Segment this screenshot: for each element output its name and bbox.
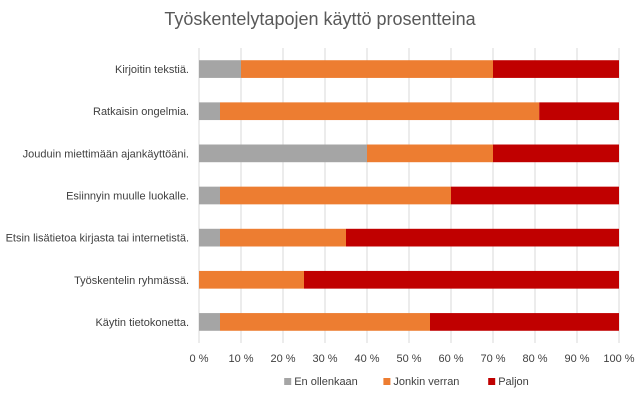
bar-segment <box>199 270 304 289</box>
x-tick-label: 70 % <box>480 353 505 365</box>
legend-label: Paljon <box>498 376 529 388</box>
category-label: Käytin tietokonetta. <box>95 317 189 329</box>
x-tick-label: 100 % <box>603 353 634 365</box>
bar-segment <box>493 60 619 78</box>
x-tick-label: 30 % <box>312 353 337 365</box>
bar-segment <box>220 186 451 205</box>
bar-segment <box>304 270 619 289</box>
bar-segment <box>493 144 619 163</box>
x-tick-label: 50 % <box>396 353 421 365</box>
bar-segment <box>199 313 220 331</box>
bar-segment <box>220 102 540 121</box>
bar-segment <box>199 144 367 163</box>
bar-segment <box>199 228 220 247</box>
x-tick-label: 10 % <box>228 353 253 365</box>
chart-title: Työskentelytapojen käyttö prosentteina <box>164 9 476 29</box>
category-label: Ratkaisin ongelmia. <box>93 106 189 118</box>
legend: En ollenkaan Jonkin verran Paljon <box>284 376 529 388</box>
x-tick-label: 20 % <box>270 353 295 365</box>
bar-segment <box>346 228 619 247</box>
category-label: Jouduin miettimään ajankäyttöäni. <box>23 148 189 160</box>
x-tick-label: 90 % <box>564 353 589 365</box>
category-label: Kirjoitin tekstiä. <box>115 64 189 76</box>
bar-segment <box>199 102 220 121</box>
category-label: Työskentelin ryhmässä. <box>74 275 189 287</box>
x-axis-ticks: 0 % 10 % 20 % 30 % 40 % 50 % 60 % 70 % 80 % 90 % 1… <box>190 353 635 365</box>
legend-swatch <box>284 378 292 385</box>
bar-segment <box>220 228 346 247</box>
category-label: Esiinnyin muulle luokalle. <box>66 191 189 203</box>
bar-segment <box>241 60 493 78</box>
legend-swatch <box>488 378 496 385</box>
bar-segment <box>451 186 619 205</box>
x-tick-label: 40 % <box>354 353 379 365</box>
legend-swatch <box>383 378 391 385</box>
bar-segment <box>367 144 493 163</box>
legend-label: En ollenkaan <box>294 376 358 388</box>
x-tick-label: 80 % <box>522 353 547 365</box>
bar-segment <box>220 313 430 331</box>
x-tick-label: 60 % <box>438 353 463 365</box>
bar-segment <box>430 313 619 331</box>
bar-segment <box>199 60 241 78</box>
bar-segment <box>539 102 619 121</box>
x-tick-label: 0 % <box>190 353 209 365</box>
category-label: Etsin lisätietoa kirjasta tai internetis… <box>6 233 189 245</box>
bars <box>199 60 619 331</box>
legend-label: Jonkin verran <box>393 376 459 388</box>
category-labels: Kirjoitin tekstiä. Ratkaisin ongelmia. Jou… <box>6 64 189 329</box>
bar-segment <box>199 186 220 205</box>
